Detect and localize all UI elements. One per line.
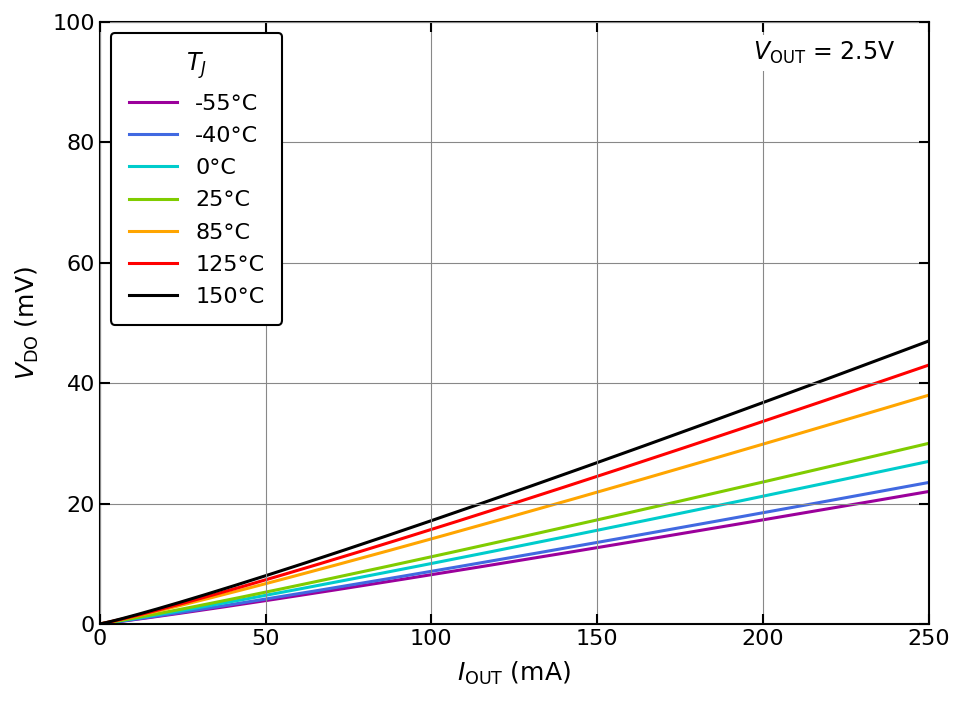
- 25°C: [178, 604, 190, 613]
- -55°C: [459, 565, 470, 573]
- -55°C: [94, 620, 105, 628]
- 85°C: [459, 525, 470, 533]
- Legend: -55°C, -40°C, 0°C, 25°C, 85°C, 125°C, 150°C: -55°C, -40°C, 0°C, 25°C, 85°C, 125°C, 15…: [111, 33, 282, 325]
- Text: $V_\mathrm{OUT}$ = 2.5V: $V_\mathrm{OUT}$ = 2.5V: [754, 40, 896, 66]
- -40°C: [459, 562, 470, 570]
- 150°C: [663, 433, 675, 441]
- 85°C: [178, 600, 190, 608]
- -55°C: [429, 570, 441, 578]
- -40°C: [756, 509, 767, 517]
- 150°C: [178, 597, 190, 605]
- 85°C: [663, 468, 675, 476]
- -40°C: [923, 478, 934, 486]
- 25°C: [740, 482, 752, 490]
- Line: -55°C: -55°C: [99, 491, 928, 624]
- 25°C: [663, 499, 675, 508]
- 25°C: [94, 620, 105, 628]
- 125°C: [740, 423, 752, 431]
- 150°C: [740, 404, 752, 413]
- 0°C: [429, 559, 441, 567]
- 150°C: [94, 620, 105, 628]
- Line: 25°C: 25°C: [99, 443, 928, 624]
- -40°C: [94, 620, 105, 628]
- -40°C: [178, 608, 190, 616]
- -55°C: [756, 516, 767, 524]
- 0°C: [756, 492, 767, 501]
- 125°C: [429, 524, 441, 533]
- -40°C: [740, 512, 752, 520]
- 0°C: [923, 457, 934, 465]
- 125°C: [178, 599, 190, 607]
- Y-axis label: $V_\mathrm{DO}$ (mV): $V_\mathrm{DO}$ (mV): [13, 266, 41, 380]
- 85°C: [94, 620, 105, 628]
- -55°C: [740, 519, 752, 527]
- 0°C: [178, 606, 190, 614]
- 0°C: [94, 620, 105, 628]
- 125°C: [756, 418, 767, 426]
- 0°C: [459, 552, 470, 561]
- Line: -40°C: -40°C: [99, 482, 928, 624]
- 125°C: [94, 620, 105, 628]
- 125°C: [459, 515, 470, 523]
- 25°C: [756, 478, 767, 486]
- 150°C: [459, 505, 470, 513]
- -40°C: [429, 566, 441, 575]
- -55°C: [178, 608, 190, 617]
- 85°C: [740, 445, 752, 454]
- X-axis label: $I_\mathrm{OUT}$ (mA): $I_\mathrm{OUT}$ (mA): [457, 660, 571, 687]
- 150°C: [923, 336, 934, 345]
- -55°C: [923, 487, 934, 496]
- 0°C: [663, 512, 675, 520]
- 125°C: [663, 449, 675, 457]
- Line: 125°C: 125°C: [99, 365, 928, 624]
- 85°C: [923, 391, 934, 400]
- Line: 150°C: 150°C: [99, 341, 928, 624]
- Line: 85°C: 85°C: [99, 395, 928, 624]
- Line: 0°C: 0°C: [99, 461, 928, 624]
- 25°C: [459, 545, 470, 554]
- 150°C: [756, 399, 767, 407]
- 0°C: [740, 496, 752, 504]
- 85°C: [429, 533, 441, 542]
- 150°C: [429, 515, 441, 524]
- 25°C: [429, 552, 441, 560]
- 125°C: [923, 361, 934, 369]
- 85°C: [756, 440, 767, 449]
- 25°C: [923, 439, 934, 447]
- -55°C: [663, 531, 675, 540]
- -40°C: [663, 526, 675, 534]
